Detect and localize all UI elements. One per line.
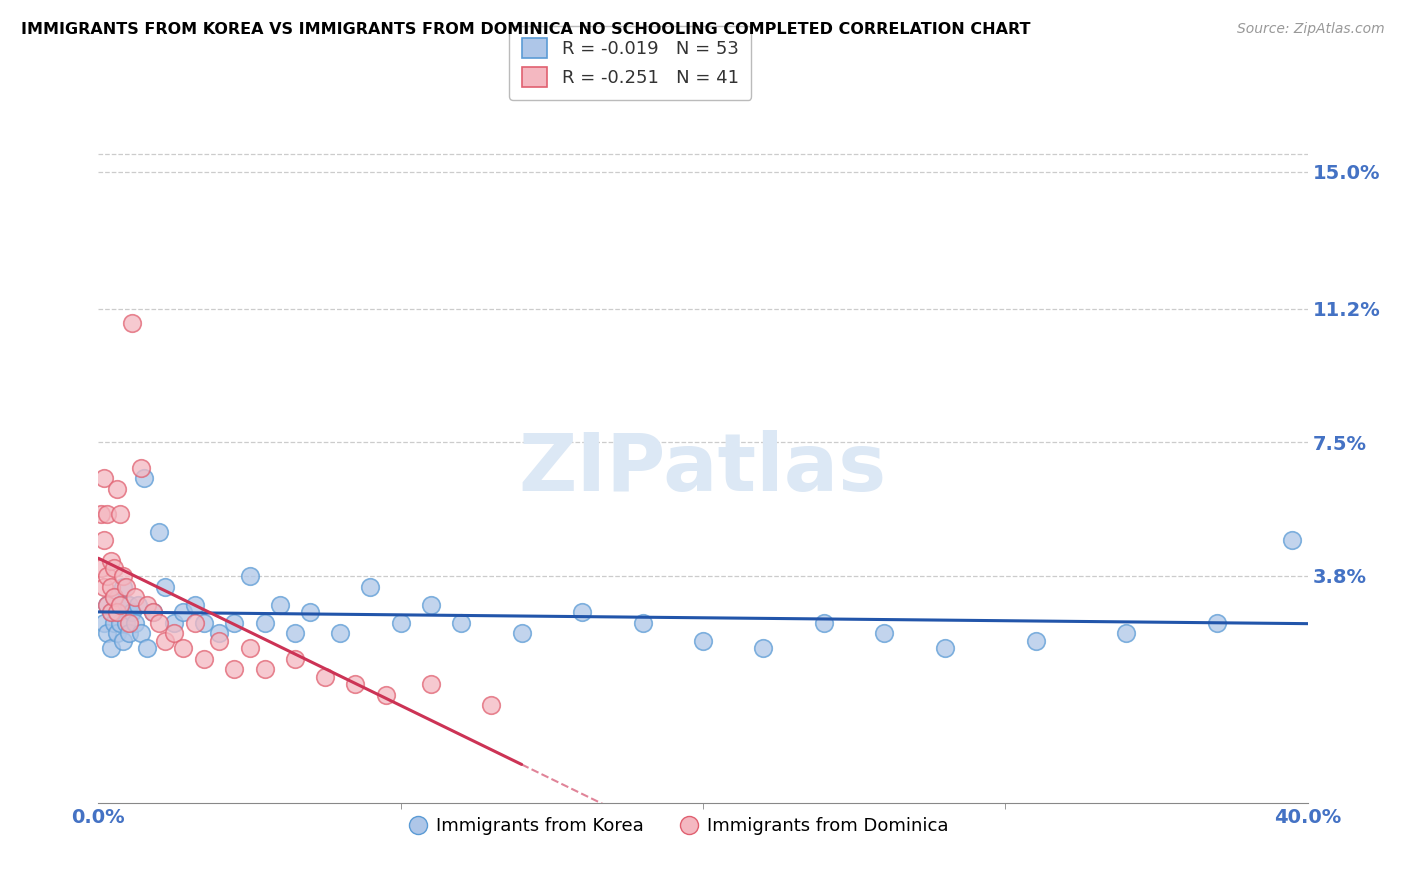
Point [1115, 626, 1137, 640]
Point [344, 677, 367, 691]
Point [224, 662, 246, 676]
Point [96, 626, 118, 640]
Point [100, 605, 122, 619]
Point [103, 591, 125, 605]
Point [1024, 633, 1046, 648]
Point [752, 640, 775, 655]
Point [631, 615, 654, 630]
Point [108, 598, 131, 612]
Point [114, 615, 136, 630]
Point [108, 598, 131, 612]
Point [100, 605, 122, 619]
Point [100, 640, 122, 655]
Point [124, 591, 146, 605]
Point [111, 580, 134, 594]
Point [90, 508, 112, 522]
Text: IMMIGRANTS FROM KOREA VS IMMIGRANTS FROM DOMINICA NO SCHOOLING COMPLETED CORRELA: IMMIGRANTS FROM KOREA VS IMMIGRANTS FROM… [21, 22, 1031, 37]
Point [100, 554, 122, 568]
Legend: Immigrants from Korea, Immigrants from Dominica: Immigrants from Korea, Immigrants from D… [402, 810, 956, 842]
Point [153, 580, 176, 594]
Point [93, 533, 115, 547]
Point [111, 568, 134, 582]
Point [1206, 615, 1229, 630]
Point [96, 598, 118, 612]
Point [172, 605, 194, 619]
Point [163, 626, 186, 640]
Point [208, 633, 231, 648]
Point [153, 633, 176, 648]
Point [692, 633, 714, 648]
Point [239, 568, 262, 582]
Point [1281, 533, 1303, 547]
Point [163, 615, 186, 630]
Point [103, 561, 125, 575]
Point [389, 615, 412, 630]
Point [111, 633, 134, 648]
Point [135, 640, 157, 655]
Point [90, 561, 112, 575]
Point [121, 605, 143, 619]
Point [105, 482, 128, 496]
Point [114, 580, 136, 594]
Point [148, 525, 170, 540]
Point [124, 615, 146, 630]
Point [314, 670, 336, 684]
Point [108, 615, 131, 630]
Point [100, 580, 122, 594]
Point [873, 626, 896, 640]
Point [239, 640, 262, 655]
Point [96, 508, 118, 522]
Text: ZIPatlas: ZIPatlas [519, 430, 887, 508]
Point [129, 460, 152, 475]
Point [284, 651, 307, 665]
Point [129, 626, 152, 640]
Point [253, 662, 276, 676]
Point [450, 615, 472, 630]
Point [93, 615, 115, 630]
Point [284, 626, 307, 640]
Point [121, 316, 143, 330]
Point [103, 615, 125, 630]
Point [118, 615, 141, 630]
Point [172, 640, 194, 655]
Point [184, 598, 207, 612]
Point [108, 508, 131, 522]
Point [299, 605, 322, 619]
Point [184, 615, 207, 630]
Point [510, 626, 533, 640]
Point [142, 605, 165, 619]
Point [105, 626, 128, 640]
Point [142, 605, 165, 619]
Text: Source: ZipAtlas.com: Source: ZipAtlas.com [1237, 22, 1385, 37]
Point [420, 677, 443, 691]
Point [105, 605, 128, 619]
Point [193, 651, 215, 665]
Point [93, 580, 115, 594]
Point [105, 605, 128, 619]
Point [96, 598, 118, 612]
Point [103, 591, 125, 605]
Point [96, 568, 118, 582]
Point [813, 615, 835, 630]
Point [118, 626, 141, 640]
Point [374, 688, 396, 702]
Point [93, 471, 115, 485]
Point [193, 615, 215, 630]
Point [132, 471, 155, 485]
Point [208, 626, 231, 640]
Point [329, 626, 352, 640]
Point [127, 598, 149, 612]
Point [224, 615, 246, 630]
Point [135, 598, 157, 612]
Point [571, 605, 593, 619]
Point [118, 598, 141, 612]
Point [934, 640, 956, 655]
Point [481, 698, 503, 713]
Point [269, 598, 291, 612]
Point [420, 598, 443, 612]
Point [360, 580, 382, 594]
Point [253, 615, 276, 630]
Point [148, 615, 170, 630]
